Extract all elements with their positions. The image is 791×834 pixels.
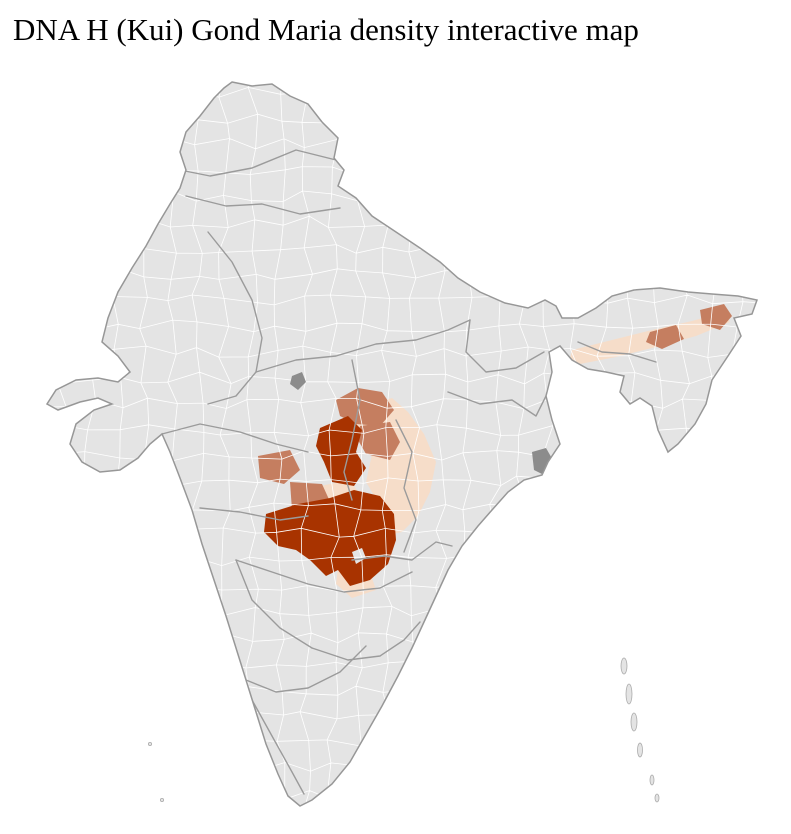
state-boundaries	[161, 149, 657, 795]
district-polygon[interactable]	[290, 372, 306, 390]
district-polygon[interactable]	[700, 304, 732, 330]
island-chain	[147, 657, 660, 803]
district-polygon[interactable]	[336, 388, 394, 426]
district-polygon[interactable]	[358, 422, 400, 460]
district-polygon[interactable]	[264, 490, 396, 586]
page-title: DNA H (Kui) Gond Maria density interacti…	[13, 12, 639, 47]
